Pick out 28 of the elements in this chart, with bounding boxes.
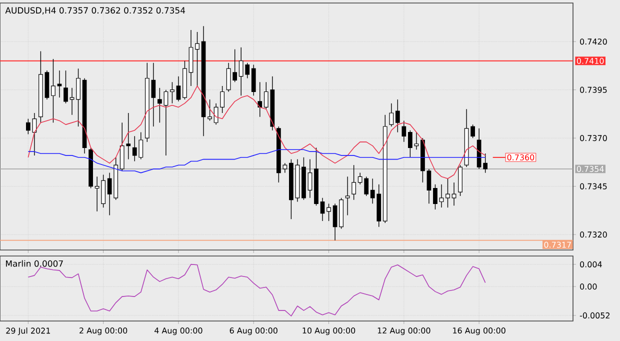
candlestick: [389, 102, 394, 127]
candlestick: [64, 70, 68, 104]
candlestick: [176, 76, 181, 102]
candlestick: [452, 182, 456, 206]
candlestick: [170, 82, 174, 104]
candlestick: [76, 68, 80, 127]
candlestick: [352, 164, 356, 200]
candlestick: [446, 178, 450, 208]
candlestick: [433, 184, 438, 210]
candlestick: [402, 120, 406, 142]
candlestick: [345, 176, 350, 216]
candlestick: [251, 64, 256, 96]
candlestick: [258, 82, 262, 118]
candlestick: [195, 32, 200, 86]
candlestick: [51, 58, 56, 123]
chart-title: AUDUSD,H4 0.7357 0.7362 0.7352 0.7354: [5, 7, 186, 14]
candlestick: [332, 203, 338, 241]
candlestick: [439, 184, 444, 208]
candlestick: [320, 198, 325, 222]
candlestick: [57, 70, 62, 98]
candlestick: [395, 99, 400, 133]
candlestick: [208, 99, 212, 122]
candlestick: [308, 158, 312, 198]
candlestick: [426, 168, 432, 204]
candlestick: [70, 88, 74, 116]
candlestick: [470, 124, 475, 138]
candlestick: [326, 203, 331, 222]
chart-title: Marlin 0.0007: [6, 260, 63, 267]
